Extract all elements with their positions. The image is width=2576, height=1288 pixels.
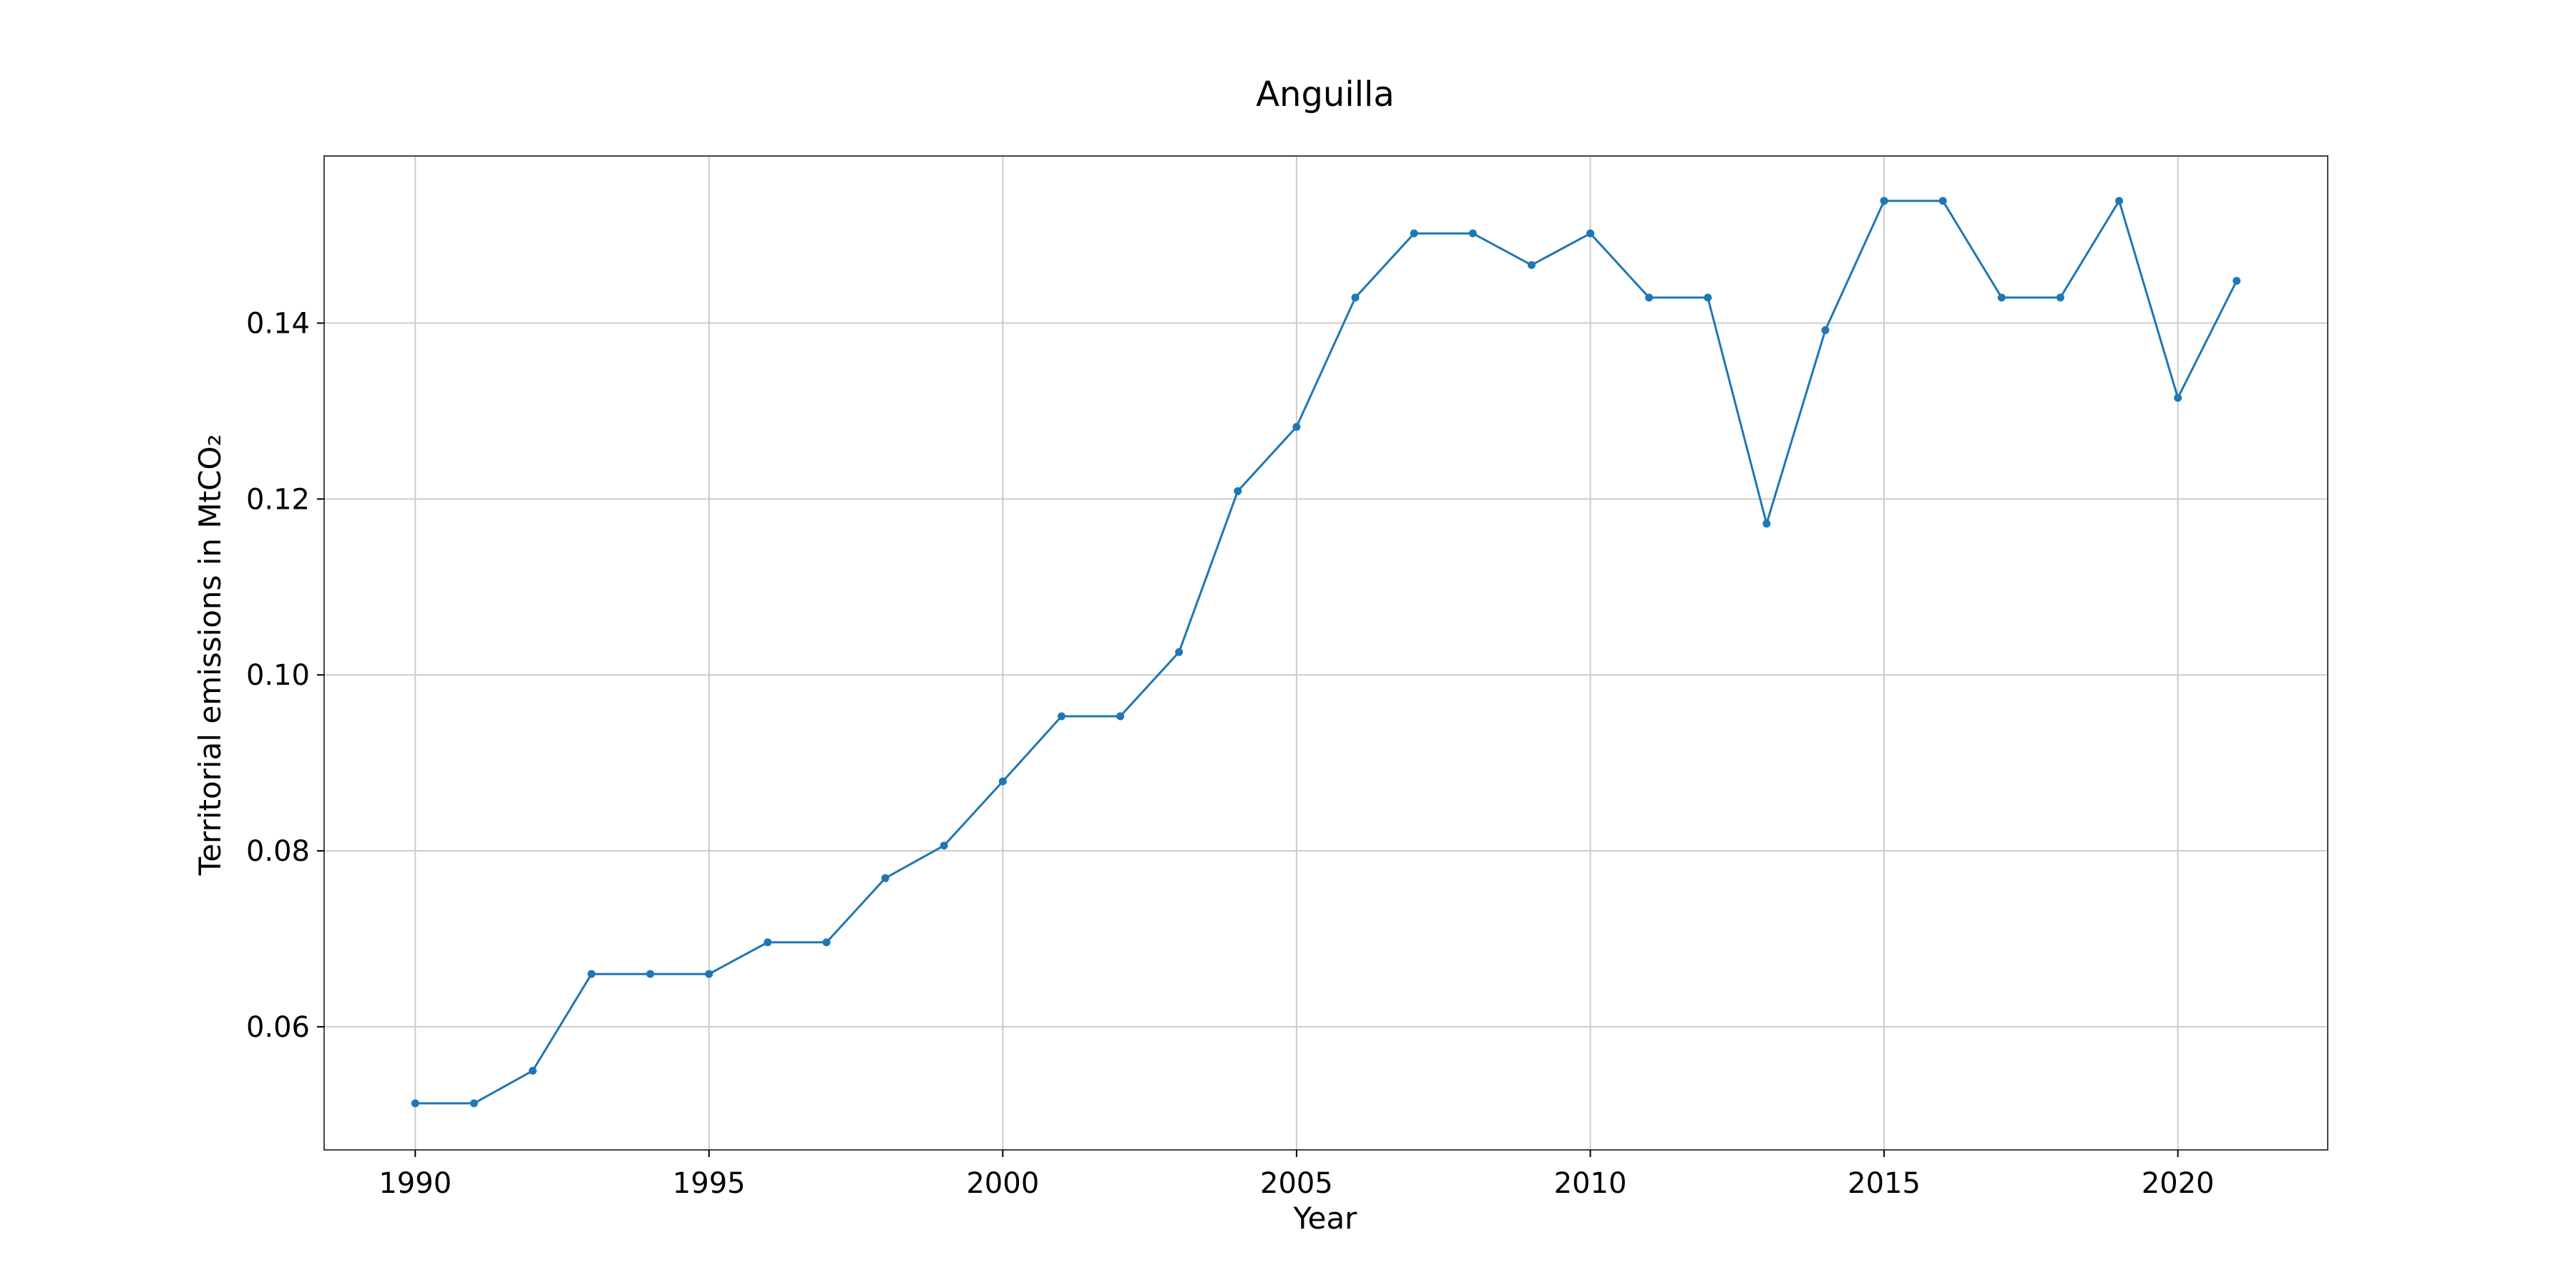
data-point <box>763 938 772 947</box>
plot-area <box>323 155 2328 1151</box>
data-point <box>1762 519 1771 528</box>
data-point <box>881 874 889 882</box>
y-axis: 0.06 0.08 0.10 0.12 0.14 <box>246 308 324 1044</box>
data-point <box>998 777 1007 786</box>
y-tick-label: 0.08 <box>246 835 310 868</box>
x-tick-label: 2010 <box>1554 1167 1627 1200</box>
data-point <box>1410 229 1418 238</box>
data-point <box>1468 229 1477 238</box>
x-axis-label: Year <box>1293 1201 1358 1236</box>
data-point <box>528 1066 537 1075</box>
x-tick-label: 1990 <box>379 1167 452 1200</box>
data-point <box>705 970 713 978</box>
data-point <box>1938 197 1947 205</box>
data-point <box>1645 293 1654 302</box>
data-point <box>1351 293 1360 302</box>
data-point <box>1292 423 1301 431</box>
x-tick-label: 2020 <box>2142 1167 2215 1200</box>
data-point <box>1880 197 1888 205</box>
y-tick-label: 0.12 <box>246 483 310 516</box>
data-point <box>2174 394 2182 402</box>
x-tick-label: 1995 <box>673 1167 746 1200</box>
y-tick-label: 0.06 <box>246 1011 310 1044</box>
grid <box>324 156 2328 1150</box>
data-point <box>1527 260 1536 269</box>
x-tick-label: 2000 <box>966 1167 1039 1200</box>
data-point <box>2233 277 2241 286</box>
x-tick-label: 2005 <box>1260 1167 1333 1200</box>
x-tick-label: 2015 <box>1848 1167 1921 1200</box>
data-point <box>1586 229 1595 238</box>
y-tick-label: 0.14 <box>246 308 310 341</box>
data-point <box>822 938 831 947</box>
chart-title: Anguilla <box>1256 74 1395 114</box>
data-point <box>1175 648 1184 656</box>
x-axis: 1990 1995 2000 2005 2010 2015 2020 <box>379 1150 2215 1200</box>
data-point <box>1821 326 1830 334</box>
data-point <box>1116 712 1125 721</box>
series-layer <box>411 197 2241 1108</box>
data-point <box>646 970 655 978</box>
y-axis-label: Territorial emissions in MtCO₂ <box>192 434 228 877</box>
data-point <box>2115 197 2124 205</box>
data-point <box>1997 293 2006 302</box>
data-point <box>1234 487 1242 495</box>
data-point <box>1057 712 1065 721</box>
data-point <box>2056 293 2064 302</box>
data-point <box>587 970 596 978</box>
y-tick-label: 0.10 <box>246 659 310 692</box>
data-point <box>1704 293 1712 302</box>
data-point <box>411 1099 419 1108</box>
series-line <box>415 198 2238 1105</box>
data-point <box>940 841 948 850</box>
data-point <box>469 1099 478 1108</box>
